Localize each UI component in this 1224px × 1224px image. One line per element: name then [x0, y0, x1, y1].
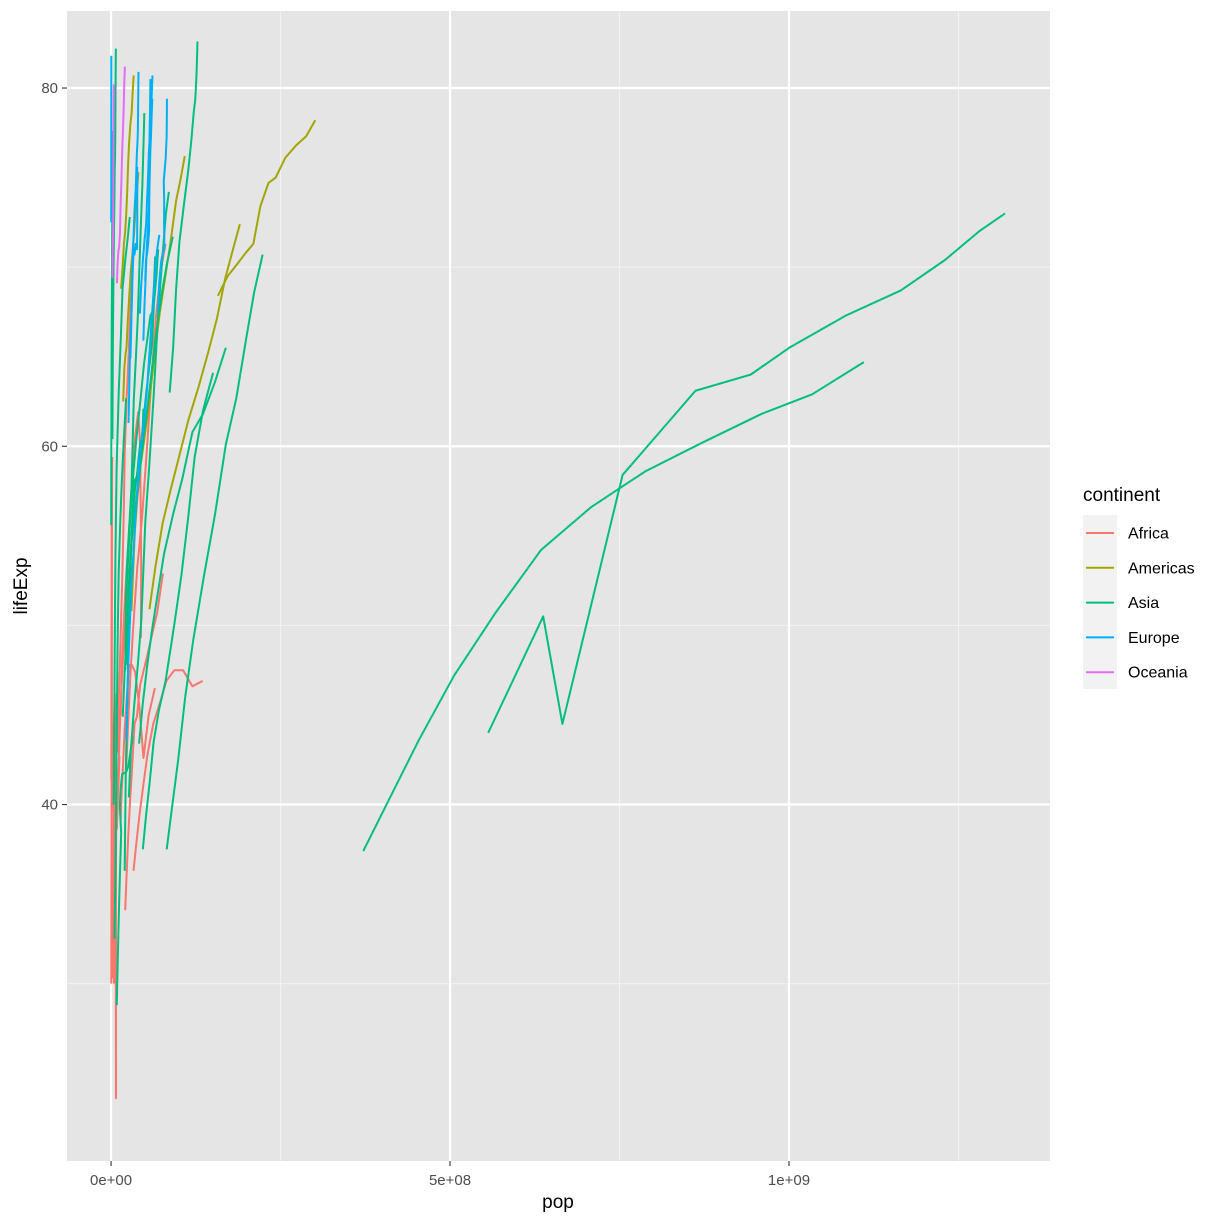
series-line-europe	[125, 234, 161, 741]
legend-label: Oceania	[1128, 665, 1188, 682]
x-tick-label: 1e+09	[768, 1172, 810, 1189]
y-tick-label: 40	[41, 797, 58, 814]
legend-item: Americas	[1086, 560, 1195, 577]
series-line-asia	[362, 361, 865, 852]
legend-label: Africa	[1128, 526, 1169, 543]
series-line-asia	[165, 254, 264, 850]
series-line-asia	[168, 41, 199, 393]
y-tick-label: 60	[41, 438, 58, 455]
series-line-asia	[141, 372, 215, 850]
series-lines	[110, 41, 1006, 1100]
series-line-asia	[138, 347, 227, 744]
y-tick-label: 80	[41, 80, 58, 97]
legend-label: Europe	[1128, 630, 1180, 647]
legend-item: Oceania	[1086, 665, 1188, 682]
series-line-asia	[111, 48, 117, 440]
series-line-africa	[125, 243, 167, 771]
y-axis-title: lifeExp	[11, 557, 32, 614]
legend-label: Asia	[1128, 595, 1159, 612]
axes: 0e+00 5e+08 1e+09 40 60 80	[41, 80, 810, 1189]
legend: continent Africa Americas Asia Europe Oceani…	[1083, 485, 1195, 689]
series-line-africa	[132, 669, 204, 871]
series-line-asia	[127, 191, 170, 798]
legend-label: Americas	[1128, 560, 1195, 577]
series-line-americas	[148, 223, 241, 610]
series-line-africa	[119, 663, 156, 821]
x-tick-label: 5e+08	[429, 1172, 471, 1189]
series-line-americas	[120, 75, 135, 289]
series-line-americas	[122, 172, 140, 402]
x-tick-label: 0e+00	[90, 1172, 132, 1189]
series-line-europe	[127, 166, 139, 424]
series-line-oceania	[111, 84, 115, 278]
legend-title: continent	[1083, 485, 1161, 506]
legend-item: Europe	[1086, 630, 1180, 647]
series-line-europe	[142, 79, 152, 341]
legend-item: Asia	[1086, 595, 1159, 612]
series-line-oceania	[115, 66, 126, 284]
series-line-asia	[124, 113, 146, 671]
legend-item: Africa	[1086, 526, 1169, 543]
series-line-asia	[112, 216, 131, 805]
x-axis-title: pop	[542, 1192, 574, 1213]
series-line-asia	[113, 397, 128, 939]
series-line-europe	[156, 98, 168, 312]
series-line-asia	[487, 212, 1006, 734]
panel-background	[67, 11, 1050, 1161]
series-line-africa	[110, 472, 113, 812]
series-line-americas	[216, 119, 317, 297]
